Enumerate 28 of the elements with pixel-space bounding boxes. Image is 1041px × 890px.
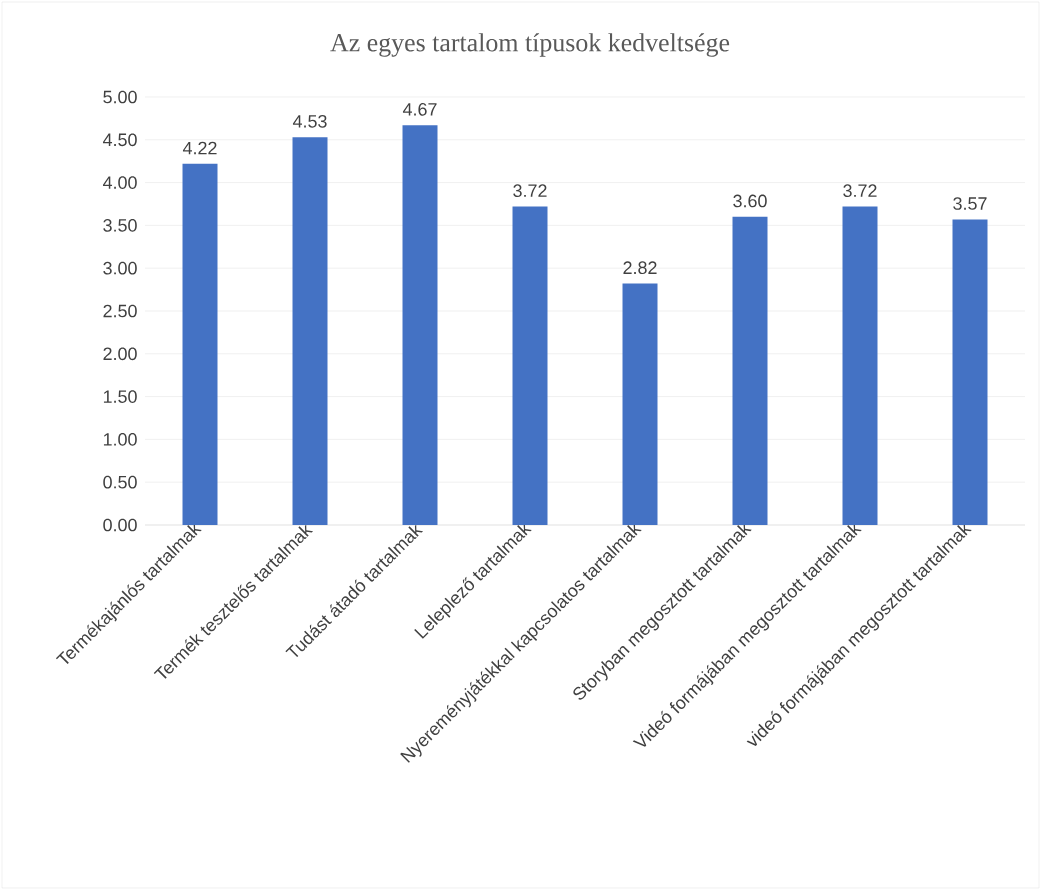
bar	[512, 206, 548, 525]
y-tick-label: 0.00	[103, 518, 137, 532]
y-tick-label: 2.00	[103, 347, 137, 361]
bar	[842, 206, 878, 525]
y-tick-label: 3.00	[103, 261, 137, 275]
y-tick-label: 1.00	[103, 433, 137, 446]
y-tick-label: 0.50	[103, 475, 137, 489]
data-label: 3.57	[953, 197, 987, 210]
data-label: 3.72	[513, 184, 547, 198]
bar	[182, 163, 218, 525]
data-label: 3.72	[843, 184, 877, 198]
data-label: 2.82	[623, 261, 657, 275]
bar	[622, 283, 658, 525]
bar	[292, 137, 328, 525]
bar	[732, 216, 768, 525]
y-tick-label: 5.00	[103, 90, 137, 104]
y-tick-label: 3.50	[103, 219, 137, 232]
y-tick-label: 4.00	[102, 176, 137, 189]
bar	[952, 219, 988, 525]
data-label: 4.22	[182, 141, 217, 155]
y-tick-label: 4.50	[102, 133, 137, 147]
data-label: 4.67	[402, 103, 437, 116]
y-tick-label: 2.50	[103, 304, 137, 318]
bar	[402, 125, 438, 525]
data-label: 3.60	[733, 194, 767, 208]
chart-title: Az egyes tartalom típusok kedveltsége	[330, 33, 730, 57]
y-tick-label: 1.50	[103, 390, 137, 403]
data-label: 4.53	[292, 114, 327, 128]
